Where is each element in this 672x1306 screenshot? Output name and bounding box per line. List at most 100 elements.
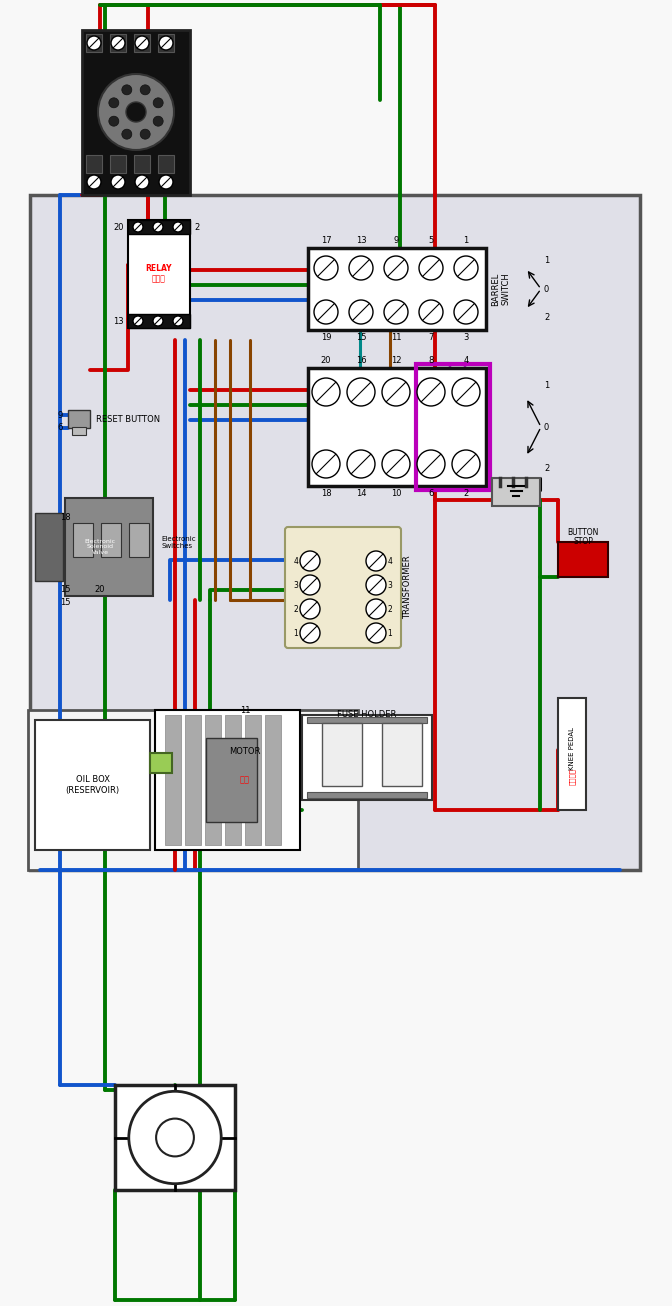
Bar xyxy=(150,754,172,773)
Bar xyxy=(128,219,190,328)
Text: 15: 15 xyxy=(60,585,71,594)
Circle shape xyxy=(347,377,375,406)
Bar xyxy=(72,427,86,435)
Bar xyxy=(68,410,90,428)
Bar xyxy=(225,714,241,845)
Text: 11: 11 xyxy=(240,707,250,714)
Text: 18: 18 xyxy=(60,513,71,522)
Text: 脚踏开关: 脚踏开关 xyxy=(569,768,575,785)
Circle shape xyxy=(417,377,445,406)
Circle shape xyxy=(126,102,146,121)
Circle shape xyxy=(300,575,320,596)
Text: 9: 9 xyxy=(58,410,63,419)
Circle shape xyxy=(111,175,125,189)
Bar xyxy=(206,738,257,821)
Text: 11: 11 xyxy=(390,333,401,342)
Text: 6: 6 xyxy=(428,488,433,498)
Text: 16: 16 xyxy=(355,357,366,364)
Bar xyxy=(416,364,490,490)
Text: 2: 2 xyxy=(544,313,549,323)
Circle shape xyxy=(159,175,173,189)
Bar xyxy=(155,710,300,850)
Text: 13: 13 xyxy=(114,316,124,325)
Circle shape xyxy=(419,300,443,324)
Circle shape xyxy=(109,98,119,108)
Text: 3: 3 xyxy=(463,333,468,342)
Circle shape xyxy=(87,175,101,189)
Bar xyxy=(28,710,358,870)
Circle shape xyxy=(129,1092,221,1183)
Bar xyxy=(382,724,422,786)
Bar xyxy=(322,724,362,786)
Circle shape xyxy=(314,256,338,279)
Text: MOTOR: MOTOR xyxy=(229,747,261,756)
Text: 15: 15 xyxy=(355,333,366,342)
Circle shape xyxy=(312,377,340,406)
Circle shape xyxy=(109,116,119,127)
Bar xyxy=(307,717,427,724)
Text: 17: 17 xyxy=(321,236,331,246)
Circle shape xyxy=(98,74,174,150)
Circle shape xyxy=(111,37,125,50)
Circle shape xyxy=(300,623,320,643)
Bar xyxy=(165,714,181,845)
Circle shape xyxy=(159,37,173,50)
Text: BARREL
SWITCH: BARREL SWITCH xyxy=(491,273,511,306)
Bar xyxy=(134,155,150,172)
Text: BUTTON: BUTTON xyxy=(567,528,599,537)
Text: FUSE HOLDER: FUSE HOLDER xyxy=(337,710,396,720)
Text: 2: 2 xyxy=(194,222,200,231)
Text: 3: 3 xyxy=(388,580,392,589)
Circle shape xyxy=(452,451,480,478)
Circle shape xyxy=(419,256,443,279)
Bar xyxy=(73,522,93,556)
Bar xyxy=(110,34,126,52)
Circle shape xyxy=(153,98,163,108)
Circle shape xyxy=(300,599,320,619)
Bar xyxy=(115,1085,235,1190)
Text: 10: 10 xyxy=(390,488,401,498)
Circle shape xyxy=(314,300,338,324)
Text: 2: 2 xyxy=(544,464,549,473)
Bar xyxy=(185,714,201,845)
Circle shape xyxy=(349,256,373,279)
Bar xyxy=(128,313,190,328)
Text: STOP: STOP xyxy=(573,537,593,546)
Bar xyxy=(265,714,281,845)
Circle shape xyxy=(366,623,386,643)
Bar xyxy=(82,30,190,195)
Circle shape xyxy=(300,551,320,571)
Circle shape xyxy=(384,256,408,279)
Text: 8: 8 xyxy=(428,357,433,364)
Circle shape xyxy=(384,300,408,324)
Circle shape xyxy=(454,256,478,279)
Text: 12: 12 xyxy=(390,357,401,364)
Circle shape xyxy=(135,175,149,189)
Text: 电机: 电机 xyxy=(240,776,250,785)
Text: 1: 1 xyxy=(464,236,468,246)
Bar xyxy=(492,478,540,505)
Circle shape xyxy=(382,451,410,478)
Text: 6: 6 xyxy=(58,423,63,432)
Text: OIL BOX
(RESERVOIR): OIL BOX (RESERVOIR) xyxy=(65,776,120,794)
Text: 2: 2 xyxy=(388,605,392,614)
Bar xyxy=(302,714,432,801)
Text: 13: 13 xyxy=(355,236,366,246)
Bar xyxy=(558,542,608,577)
Text: 2: 2 xyxy=(294,605,298,614)
Circle shape xyxy=(135,37,149,50)
Text: 0: 0 xyxy=(544,423,549,431)
Circle shape xyxy=(366,599,386,619)
Bar xyxy=(134,34,150,52)
Text: 19: 19 xyxy=(321,333,331,342)
Bar xyxy=(129,522,149,556)
Text: RESET BUTTON: RESET BUTTON xyxy=(96,414,160,423)
Text: Electronic
Switches: Electronic Switches xyxy=(161,535,196,549)
Bar xyxy=(110,155,126,172)
Circle shape xyxy=(122,129,132,140)
Text: 2: 2 xyxy=(464,488,468,498)
Bar xyxy=(308,248,486,330)
Circle shape xyxy=(312,451,340,478)
Text: 15: 15 xyxy=(60,598,71,607)
Text: 1: 1 xyxy=(388,628,392,637)
